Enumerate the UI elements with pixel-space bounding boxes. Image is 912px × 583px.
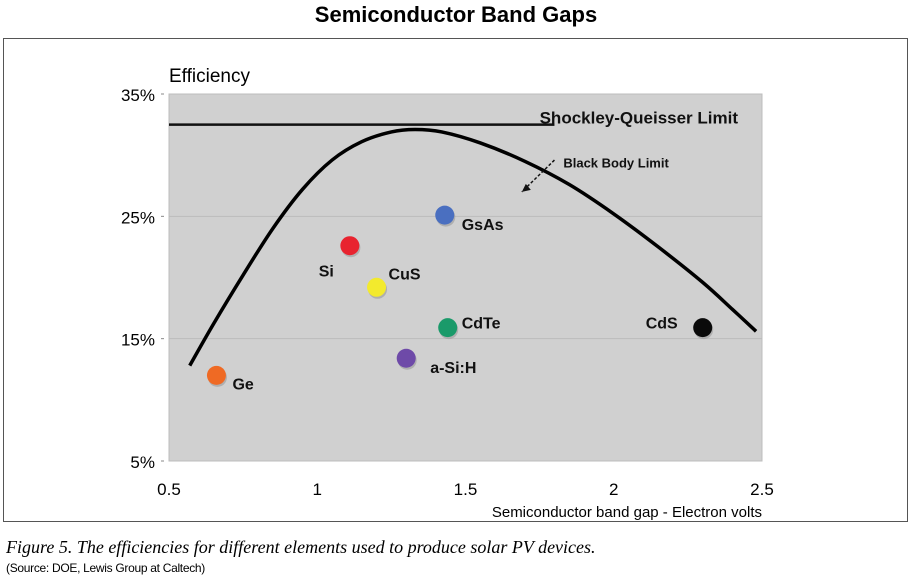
point-label-gsas: GsAs — [462, 217, 504, 234]
chart-title: Semiconductor Band Gaps — [314, 2, 598, 27]
x-tick-label: 1.5 — [454, 480, 478, 499]
point-label-cds: CdS — [646, 316, 678, 333]
figure-source: (Source: DOE, Lewis Group at Caltech) — [6, 561, 205, 575]
chart-frame: 5% 15% 25% 35% 0.5 1 1.5 2 2.5 Efficiency Semic… — [3, 38, 908, 522]
point-a-si-h — [396, 348, 416, 368]
point-cus — [367, 277, 387, 297]
point-si — [340, 236, 360, 256]
point-gsas — [435, 205, 455, 225]
x-tick-label: 2 — [609, 480, 618, 499]
point-cds — [693, 318, 713, 338]
y-tick-label: 5% — [130, 453, 155, 472]
gridlines — [169, 215, 762, 340]
x-axis: 0.5 1 1.5 2 2.5 — [157, 480, 774, 499]
black-body-arrow — [521, 159, 555, 193]
point-label-si: Si — [319, 264, 334, 281]
x-tick-label: 2.5 — [750, 480, 774, 499]
y-tick-label: 25% — [121, 208, 155, 227]
point-ge — [206, 365, 226, 385]
shockley-queisser-label: Shockley-Queisser Limit — [540, 109, 739, 128]
y-tick-label: 35% — [121, 86, 155, 105]
point-label-ge: Ge — [232, 376, 253, 393]
point-label-a-si-h: a-Si:H — [430, 360, 476, 377]
x-axis-label: Semiconductor band gap - Electron volts — [492, 504, 762, 521]
black-body-curve — [188, 127, 758, 367]
black-body-label: Black Body Limit — [563, 156, 669, 171]
y-axis: 5% 15% 25% 35% — [121, 86, 164, 472]
plot-area — [168, 93, 763, 462]
point-label-cdte: CdTe — [462, 316, 501, 333]
data-points: Ge Si CuS GsAs CdTe a-Si:H CdS — [206, 205, 714, 393]
y-tick-label: 15% — [121, 331, 155, 350]
figure-caption: Figure 5. The efficiencies for different… — [6, 537, 596, 557]
x-tick-label: 0.5 — [157, 480, 181, 499]
y-axis-label: Efficiency — [169, 66, 250, 87]
x-tick-label: 1 — [313, 480, 322, 499]
point-cdte — [438, 318, 458, 338]
point-label-cus: CuS — [389, 266, 421, 283]
scatter-chart: 5% 15% 25% 35% 0.5 1 1.5 2 2.5 Efficiency Semic… — [121, 66, 774, 521]
